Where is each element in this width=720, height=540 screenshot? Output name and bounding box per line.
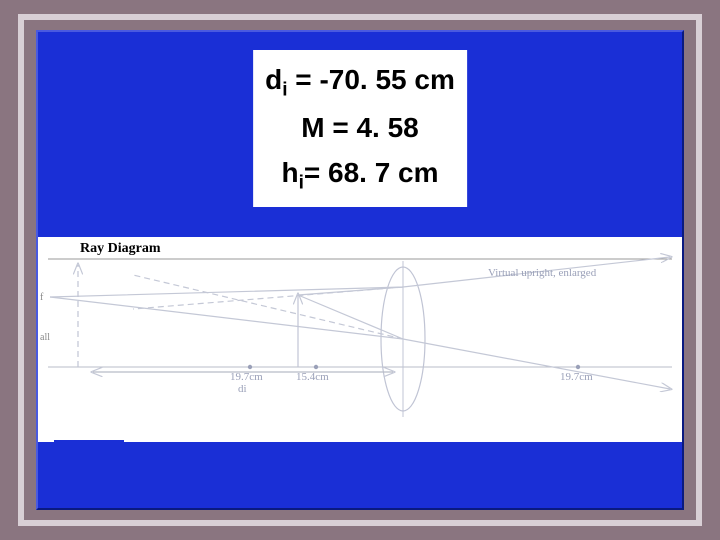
annotation-virtual: Virtual upright, enlarged: [488, 267, 596, 279]
label-focal-right: 19.7cm: [560, 371, 593, 383]
label-all: all: [40, 332, 50, 343]
corner-square: [54, 440, 124, 492]
hi-rest: = 68. 7 cm: [304, 157, 439, 188]
equation-m: M = 4. 58: [265, 106, 455, 151]
di-rest: = -70. 55 cm: [288, 64, 455, 95]
label-focal-left: 19.7cm: [230, 371, 263, 383]
slide-panel: di = -70. 55 cm M = 4. 58 hi= 68. 7 cm R…: [36, 30, 684, 510]
outer-frame: di = -70. 55 cm M = 4. 58 hi= 68. 7 cm R…: [18, 14, 702, 526]
di-prefix: d: [265, 64, 282, 95]
hi-prefix: h: [281, 157, 298, 188]
equations-block: di = -70. 55 cm M = 4. 58 hi= 68. 7 cm: [253, 50, 467, 207]
ray-diagram: Ray Diagram Virtual upright, enlarged 19…: [38, 237, 682, 442]
label-f: f: [40, 292, 43, 303]
label-focal-mid: 15.4cm: [296, 371, 329, 383]
equation-di: di = -70. 55 cm: [265, 58, 455, 106]
equation-hi: hi= 68. 7 cm: [265, 151, 455, 199]
label-di: di: [238, 383, 247, 395]
